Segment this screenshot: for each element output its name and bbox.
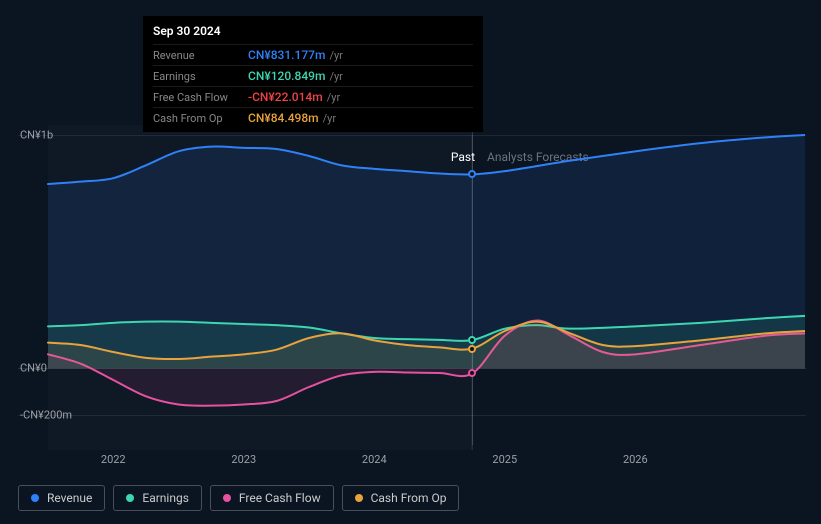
legend-item-earnings[interactable]: Earnings bbox=[113, 485, 202, 511]
x-axis-label: 2025 bbox=[492, 453, 517, 466]
legend-item-revenue[interactable]: Revenue bbox=[18, 485, 105, 511]
legend-dot-icon bbox=[31, 494, 39, 502]
tooltip-value: CN¥84.498m bbox=[248, 111, 319, 125]
hover-marker-revenue bbox=[468, 170, 476, 178]
hover-marker-cfo bbox=[468, 345, 476, 353]
x-axis-label: 2023 bbox=[231, 453, 256, 466]
x-axis-label: 2022 bbox=[101, 453, 126, 466]
x-axis-label: 2024 bbox=[362, 453, 387, 466]
tooltip-label: Earnings bbox=[153, 70, 248, 83]
tooltip-label: Revenue bbox=[153, 49, 248, 62]
tooltip-row: Free Cash Flow -CN¥22.014m /yr bbox=[153, 86, 473, 107]
tooltip-suffix: /yr bbox=[329, 70, 342, 83]
legend-item-fcf[interactable]: Free Cash Flow bbox=[210, 485, 334, 511]
legend-label: Revenue bbox=[47, 491, 92, 505]
tooltip-label: Free Cash Flow bbox=[153, 91, 248, 104]
financials-chart[interactable] bbox=[18, 125, 805, 450]
tooltip-value: CN¥120.849m bbox=[248, 69, 325, 83]
x-axis-label: 2026 bbox=[623, 453, 648, 466]
hover-marker-fcf bbox=[468, 369, 476, 377]
legend-dot-icon bbox=[126, 494, 134, 502]
chart-tooltip: Sep 30 2024 Revenue CN¥831.177m /yr Earn… bbox=[143, 16, 483, 132]
tooltip-suffix: /yr bbox=[327, 91, 340, 104]
tooltip-title: Sep 30 2024 bbox=[153, 24, 473, 44]
hover-marker-earnings bbox=[468, 336, 476, 344]
tooltip-value: -CN¥22.014m bbox=[248, 90, 323, 104]
legend-label: Free Cash Flow bbox=[239, 491, 321, 505]
tooltip-suffix: /yr bbox=[323, 112, 336, 125]
legend-label: Earnings bbox=[142, 491, 189, 505]
legend-item-cfo[interactable]: Cash From Op bbox=[342, 485, 460, 511]
tooltip-value: CN¥831.177m bbox=[248, 48, 325, 62]
legend-label: Cash From Op bbox=[371, 491, 447, 505]
legend-dot-icon bbox=[355, 494, 363, 502]
tooltip-label: Cash From Op bbox=[153, 112, 248, 125]
tooltip-suffix: /yr bbox=[329, 49, 342, 62]
legend-dot-icon bbox=[223, 494, 231, 502]
tooltip-row: Revenue CN¥831.177m /yr bbox=[153, 44, 473, 65]
chart-legend: Revenue Earnings Free Cash Flow Cash Fro… bbox=[18, 485, 459, 511]
tooltip-row: Earnings CN¥120.849m /yr bbox=[153, 65, 473, 86]
tooltip-row: Cash From Op CN¥84.498m /yr bbox=[153, 107, 473, 128]
